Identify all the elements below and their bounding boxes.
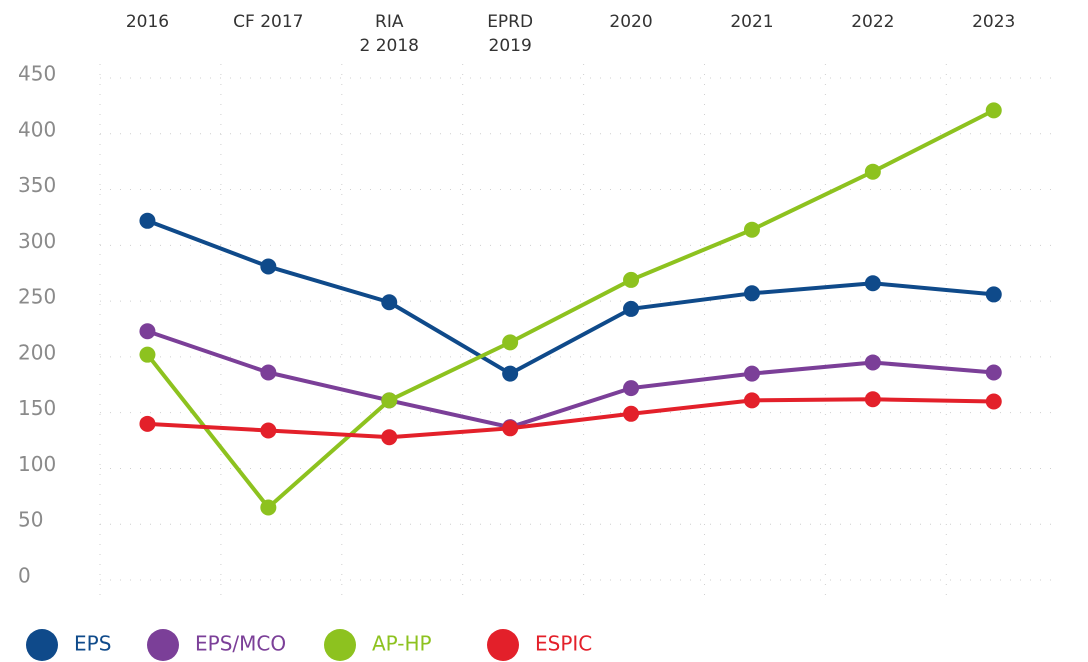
- series-line: [146, 218, 994, 376]
- data-point: [985, 286, 1002, 303]
- legend-swatch: [26, 629, 58, 661]
- legend-label: ESPIC: [535, 632, 592, 656]
- data-point: [743, 365, 760, 382]
- data-point: [864, 391, 881, 408]
- y-tick-label: 250: [18, 285, 56, 309]
- data-point: [502, 420, 519, 437]
- data-point: [623, 300, 640, 317]
- data-point: [381, 294, 398, 311]
- data-point: [139, 346, 156, 363]
- y-tick-label: 300: [18, 229, 56, 253]
- series-line: [146, 329, 994, 430]
- y-tick-label: 350: [18, 173, 56, 197]
- legend-label: EPS: [74, 632, 111, 656]
- x-tick-label: RIA 2 2018: [360, 12, 419, 56]
- data-point: [864, 163, 881, 180]
- x-tick-label: 2020: [609, 12, 652, 32]
- y-tick-label: 450: [18, 62, 56, 86]
- data-point: [260, 258, 277, 275]
- data-point: [623, 271, 640, 288]
- y-tick-label: 150: [18, 396, 56, 420]
- y-tick-label: 200: [18, 340, 56, 364]
- data-point: [743, 285, 760, 302]
- x-tick-label: 2016: [126, 12, 169, 32]
- series-line: [145, 108, 995, 510]
- data-point: [502, 365, 519, 382]
- legend-swatch: [487, 629, 519, 661]
- data-point: [139, 212, 156, 229]
- data-point: [623, 380, 640, 397]
- data-point: [260, 422, 277, 439]
- legend-swatch: [147, 629, 179, 661]
- legend-label: AP-HP: [372, 632, 432, 656]
- data-point: [502, 334, 519, 351]
- data-point: [260, 499, 277, 516]
- data-point: [864, 275, 881, 292]
- legend-swatch: [324, 629, 356, 661]
- data-point: [139, 415, 156, 432]
- data-point: [139, 323, 156, 340]
- data-point: [260, 364, 277, 381]
- x-tick-label: 2023: [972, 12, 1015, 32]
- x-tick-label: EPRD 2019: [487, 12, 533, 56]
- legend-label: EPS/MCO: [195, 632, 286, 656]
- data-point: [985, 364, 1002, 381]
- data-point: [743, 392, 760, 409]
- x-tick-label: 2022: [851, 12, 894, 32]
- data-point: [381, 429, 398, 446]
- x-tick-label: CF 2017: [233, 12, 303, 32]
- data-point: [381, 392, 398, 409]
- y-tick-label: 50: [18, 508, 43, 532]
- data-point: [743, 221, 760, 238]
- y-tick-label: 400: [18, 117, 56, 141]
- y-tick-label: 0: [18, 564, 31, 588]
- data-point: [623, 405, 640, 422]
- data-point: [985, 102, 1002, 119]
- data-point: [985, 393, 1002, 410]
- data-point: [864, 354, 881, 371]
- series-line: [147, 397, 994, 440]
- x-tick-label: 2021: [730, 12, 773, 32]
- y-tick-label: 100: [18, 452, 56, 476]
